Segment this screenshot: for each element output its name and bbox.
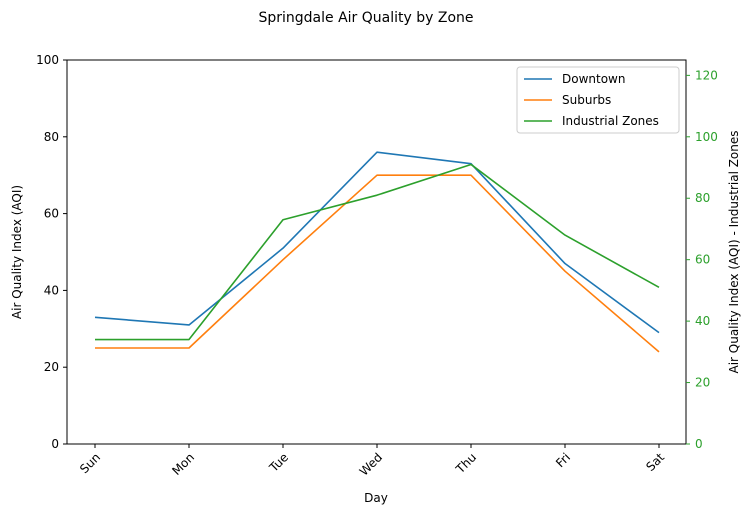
right-axis: 0 20 40 60 80 100 120 bbox=[686, 68, 718, 451]
x-tick-label: Fri bbox=[553, 450, 573, 470]
right-y-tick-label: 100 bbox=[695, 130, 718, 144]
y-tick-label: 80 bbox=[44, 130, 59, 144]
x-tick-label: Mon bbox=[169, 450, 197, 478]
legend-label: Industrial Zones bbox=[562, 114, 659, 128]
series-line-1 bbox=[95, 174, 660, 353]
y-tick-label: 40 bbox=[44, 283, 59, 297]
x-tick-label: Wed bbox=[357, 450, 385, 478]
series-lines bbox=[94, 151, 660, 353]
x-tick-label: Thu bbox=[453, 450, 480, 477]
series-line-2 bbox=[95, 163, 660, 341]
y-tick-label: 20 bbox=[44, 360, 59, 374]
legend-box bbox=[516, 66, 680, 134]
legend: Downtown Suburbs Industrial Zones bbox=[516, 66, 680, 134]
y-tick-label: 60 bbox=[44, 207, 59, 221]
y-axis-label: Air Quality Index (AQI) bbox=[10, 185, 24, 319]
right-y-axis-label: Air Quality Index (AQI) - Industrial Zon… bbox=[727, 130, 741, 373]
left-axis: 0 20 40 60 80 100 bbox=[36, 53, 67, 451]
x-axis: Sun Mon Tue Wed Thu Fri Sat bbox=[77, 444, 667, 479]
y-tick-label: 100 bbox=[36, 53, 59, 67]
right-y-tick-label: 0 bbox=[695, 437, 703, 451]
y-tick-label: 0 bbox=[51, 437, 59, 451]
right-y-tick-label: 60 bbox=[695, 253, 710, 267]
legend-label: Suburbs bbox=[562, 93, 611, 107]
right-y-tick-label: 40 bbox=[695, 314, 710, 328]
x-tick-label: Tue bbox=[266, 450, 291, 475]
legend-label: Downtown bbox=[562, 72, 625, 86]
right-y-tick-label: 120 bbox=[695, 68, 718, 82]
chart-title: Springdale Air Quality by Zone bbox=[258, 10, 473, 26]
right-y-tick-label: 80 bbox=[695, 191, 710, 205]
x-axis-label: Day bbox=[364, 491, 388, 505]
x-tick-label: Sat bbox=[643, 450, 667, 474]
x-tick-label: Sun bbox=[77, 450, 103, 476]
right-y-tick-label: 20 bbox=[695, 376, 710, 390]
series-line-0 bbox=[94, 151, 660, 334]
